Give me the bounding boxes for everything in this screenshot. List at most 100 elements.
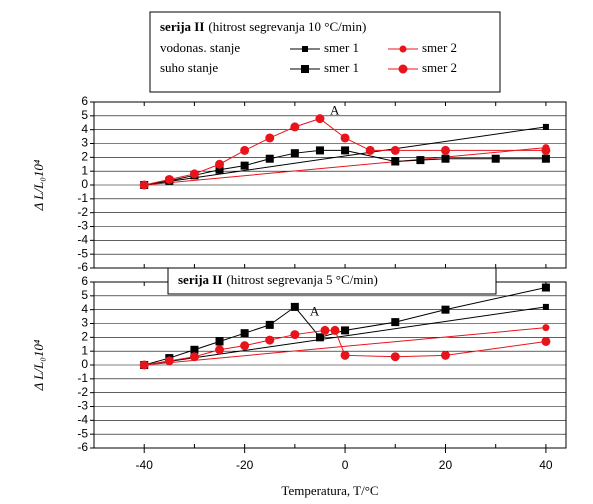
marker (542, 324, 550, 332)
marker (290, 330, 300, 340)
marker (240, 145, 250, 155)
marker (164, 174, 174, 184)
marker (240, 161, 249, 170)
marker (391, 157, 400, 166)
legend-label: smer 1 (324, 40, 359, 55)
marker (416, 156, 425, 165)
marker (542, 303, 549, 310)
y-tick-label: -2 (77, 205, 88, 219)
x-tick-label: 20 (439, 458, 453, 472)
marker (265, 154, 274, 163)
y-tick-label: 3 (81, 316, 88, 330)
legend-box (149, 11, 501, 93)
legend-group: vodonas. stanje (160, 40, 240, 55)
title-box (167, 267, 497, 295)
x-tick-label: 40 (539, 458, 553, 472)
marker (139, 180, 149, 190)
marker (164, 356, 174, 366)
title-bold: serija II (160, 19, 204, 34)
marker (390, 352, 400, 362)
marker (340, 133, 350, 143)
marker (541, 154, 550, 163)
marker (215, 165, 224, 174)
y-tick-label: 5 (81, 288, 88, 302)
y-tick-label: -4 (77, 413, 88, 427)
marker (441, 305, 450, 314)
y-tick-label: 2 (81, 330, 88, 344)
marker (265, 335, 275, 345)
annotation: A (330, 103, 340, 118)
series-line (144, 306, 546, 366)
y-tick-label: -3 (77, 219, 88, 233)
y-axis-label: Δ L/L₀10⁴ (31, 159, 46, 211)
y-tick-label: 5 (81, 108, 88, 122)
series-line (144, 287, 547, 366)
series-line (144, 327, 546, 366)
marker (302, 46, 308, 52)
y-tick-label: 6 (81, 274, 88, 288)
annotation: A (310, 303, 320, 318)
marker (399, 45, 407, 53)
marker (440, 145, 450, 155)
y-tick-label: 0 (81, 177, 88, 191)
title-rest: (hitrost segrevanja 5 °C/min) (226, 272, 377, 287)
y-axis-label: Δ L/L₀10⁴ (31, 339, 46, 391)
marker (541, 145, 551, 155)
y-tick-label: 2 (81, 150, 88, 164)
marker (542, 123, 549, 130)
y-tick-label: 3 (81, 136, 88, 150)
marker (290, 122, 300, 132)
marker (290, 302, 299, 311)
y-tick-label: 0 (81, 357, 88, 371)
marker (139, 360, 149, 370)
marker (215, 345, 225, 355)
x-axis-label: Temperatura, T/°C (281, 483, 378, 498)
marker (315, 114, 325, 124)
chart-title: serija II (hitrost segrevanja 5 °C/min) (178, 272, 378, 287)
y-tick-label: -5 (77, 426, 88, 440)
y-tick-label: 1 (81, 343, 88, 357)
legend-label: smer 2 (422, 40, 457, 55)
y-tick-label: 4 (81, 302, 88, 316)
marker (265, 133, 275, 143)
marker (315, 146, 324, 155)
marker (265, 320, 274, 329)
marker (301, 65, 309, 73)
x-tick-label: -40 (136, 458, 154, 472)
marker (441, 154, 450, 163)
marker (240, 341, 250, 351)
marker (320, 325, 330, 335)
y-tick-label: -5 (77, 246, 88, 260)
y-tick-label: -6 (77, 440, 88, 454)
marker (189, 169, 199, 179)
series-line (144, 126, 546, 186)
marker (541, 283, 550, 292)
marker (189, 352, 199, 362)
y-tick-label: 4 (81, 122, 88, 136)
y-tick-label: -3 (77, 399, 88, 413)
marker (341, 326, 350, 335)
marker (541, 336, 551, 346)
marker (440, 350, 450, 360)
x-tick-label: 0 (342, 458, 349, 472)
marker (240, 329, 249, 338)
legend-group: suho stanje (160, 60, 218, 75)
y-tick-label: -4 (77, 233, 88, 247)
marker (290, 149, 299, 158)
marker (330, 325, 340, 335)
y-tick-label: 1 (81, 163, 88, 177)
title-rest: (hitrost segrevanja 10 °C/min) (208, 19, 366, 34)
marker (398, 64, 408, 74)
marker (340, 350, 350, 360)
y-tick-label: -1 (77, 191, 88, 205)
title-bold: serija II (178, 272, 222, 287)
y-tick-label: -1 (77, 371, 88, 385)
marker (491, 154, 500, 163)
marker (215, 337, 224, 346)
marker (390, 145, 400, 155)
marker (365, 145, 375, 155)
y-tick-label: -2 (77, 385, 88, 399)
legend-title: serija II (hitrost segrevanja 10 °C/min) (160, 19, 366, 34)
x-tick-label: -20 (236, 458, 254, 472)
